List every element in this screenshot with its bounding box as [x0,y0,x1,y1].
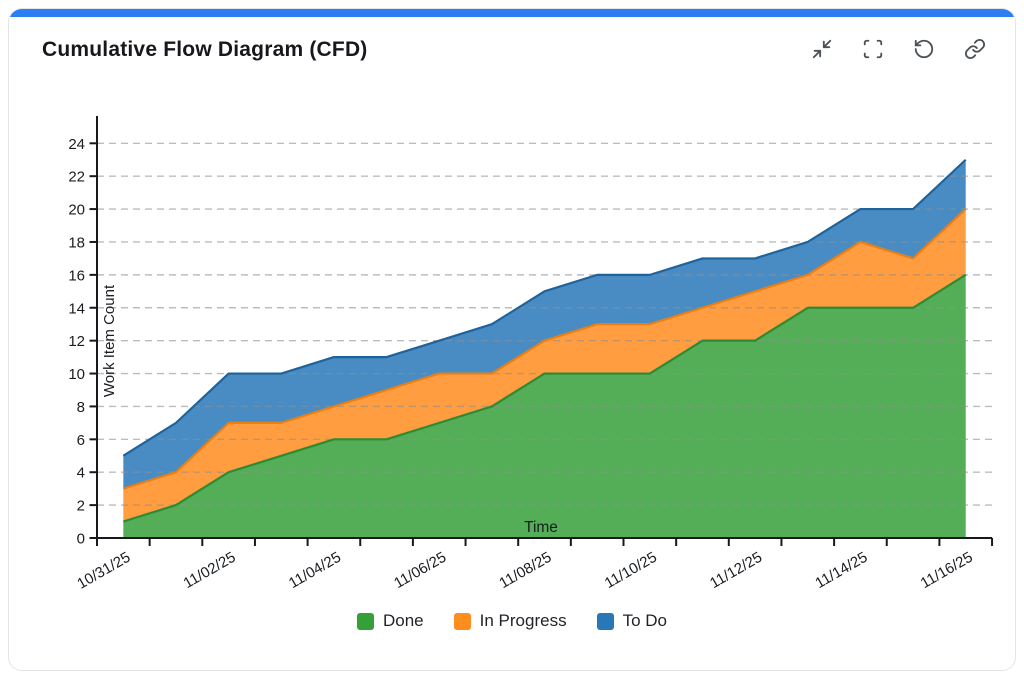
toolbar [810,38,987,62]
collapse-button[interactable] [810,38,834,62]
x-tick-label: 11/02/25 [181,549,239,592]
legend-label-to-do: To Do [622,611,667,630]
y-tick-label: 6 [77,432,85,449]
x-tick-label: 11/14/25 [812,549,870,592]
y-tick-label: 18 [68,234,85,251]
x-tick-label: 11/10/25 [602,549,660,592]
cfd-card: Cumulative Flow Diagram (CFD) [8,8,1016,671]
line-in-progress [122,208,967,490]
y-tick-label: 0 [77,531,85,548]
x-tick-label: 11/12/25 [707,549,765,592]
y-tick-label: 2 [77,498,85,515]
y-tick-label: 14 [68,300,85,317]
link-icon [964,38,986,63]
legend-swatch-done [357,612,374,630]
x-tick-label: 10/31/25 [74,549,133,593]
minimize-icon [811,38,833,63]
x-tick-label: 11/08/25 [496,549,554,592]
legend-item-done[interactable]: Done [357,611,424,631]
y-tick-label: 8 [77,399,85,416]
legend-item-in-progress[interactable]: In Progress [453,611,567,631]
y-tick-label: 12 [68,333,85,350]
y-tick-label: 16 [68,267,85,284]
chart-legend: Done In Progress To Do [9,611,1015,631]
line-to-do [122,158,967,457]
legend-label-in-progress: In Progress [479,611,567,630]
x-tick-label: 11/16/25 [918,549,976,592]
y-tick-label: 4 [77,465,85,482]
x-axis-title: Time [524,519,558,536]
legend-label-done: Done [383,611,424,630]
fullscreen-icon [862,38,884,63]
legend-swatch-to-do [596,612,614,630]
link-button[interactable] [963,38,987,62]
legend-swatch-in-progress [453,612,471,630]
card-title: Cumulative Flow Diagram (CFD) [42,38,368,61]
line-done [122,273,967,523]
y-tick-label: 22 [68,169,85,186]
card-header: Cumulative Flow Diagram (CFD) [9,17,1015,62]
card-accent-bar [9,9,1015,17]
y-tick-label: 10 [68,366,85,383]
y-tick-label: 20 [68,202,85,219]
legend-item-to-do[interactable]: To Do [596,611,667,631]
x-tick-label: 11/04/25 [286,549,344,592]
reset-button[interactable] [912,38,936,62]
rotate-ccw-icon [913,38,935,63]
x-tick-label: 11/06/25 [391,549,449,592]
fullscreen-button[interactable] [861,38,885,62]
area-in-progress[interactable] [123,209,966,522]
y-tick-label: 24 [68,136,85,153]
y-axis-title: Work Item Count [101,284,118,397]
